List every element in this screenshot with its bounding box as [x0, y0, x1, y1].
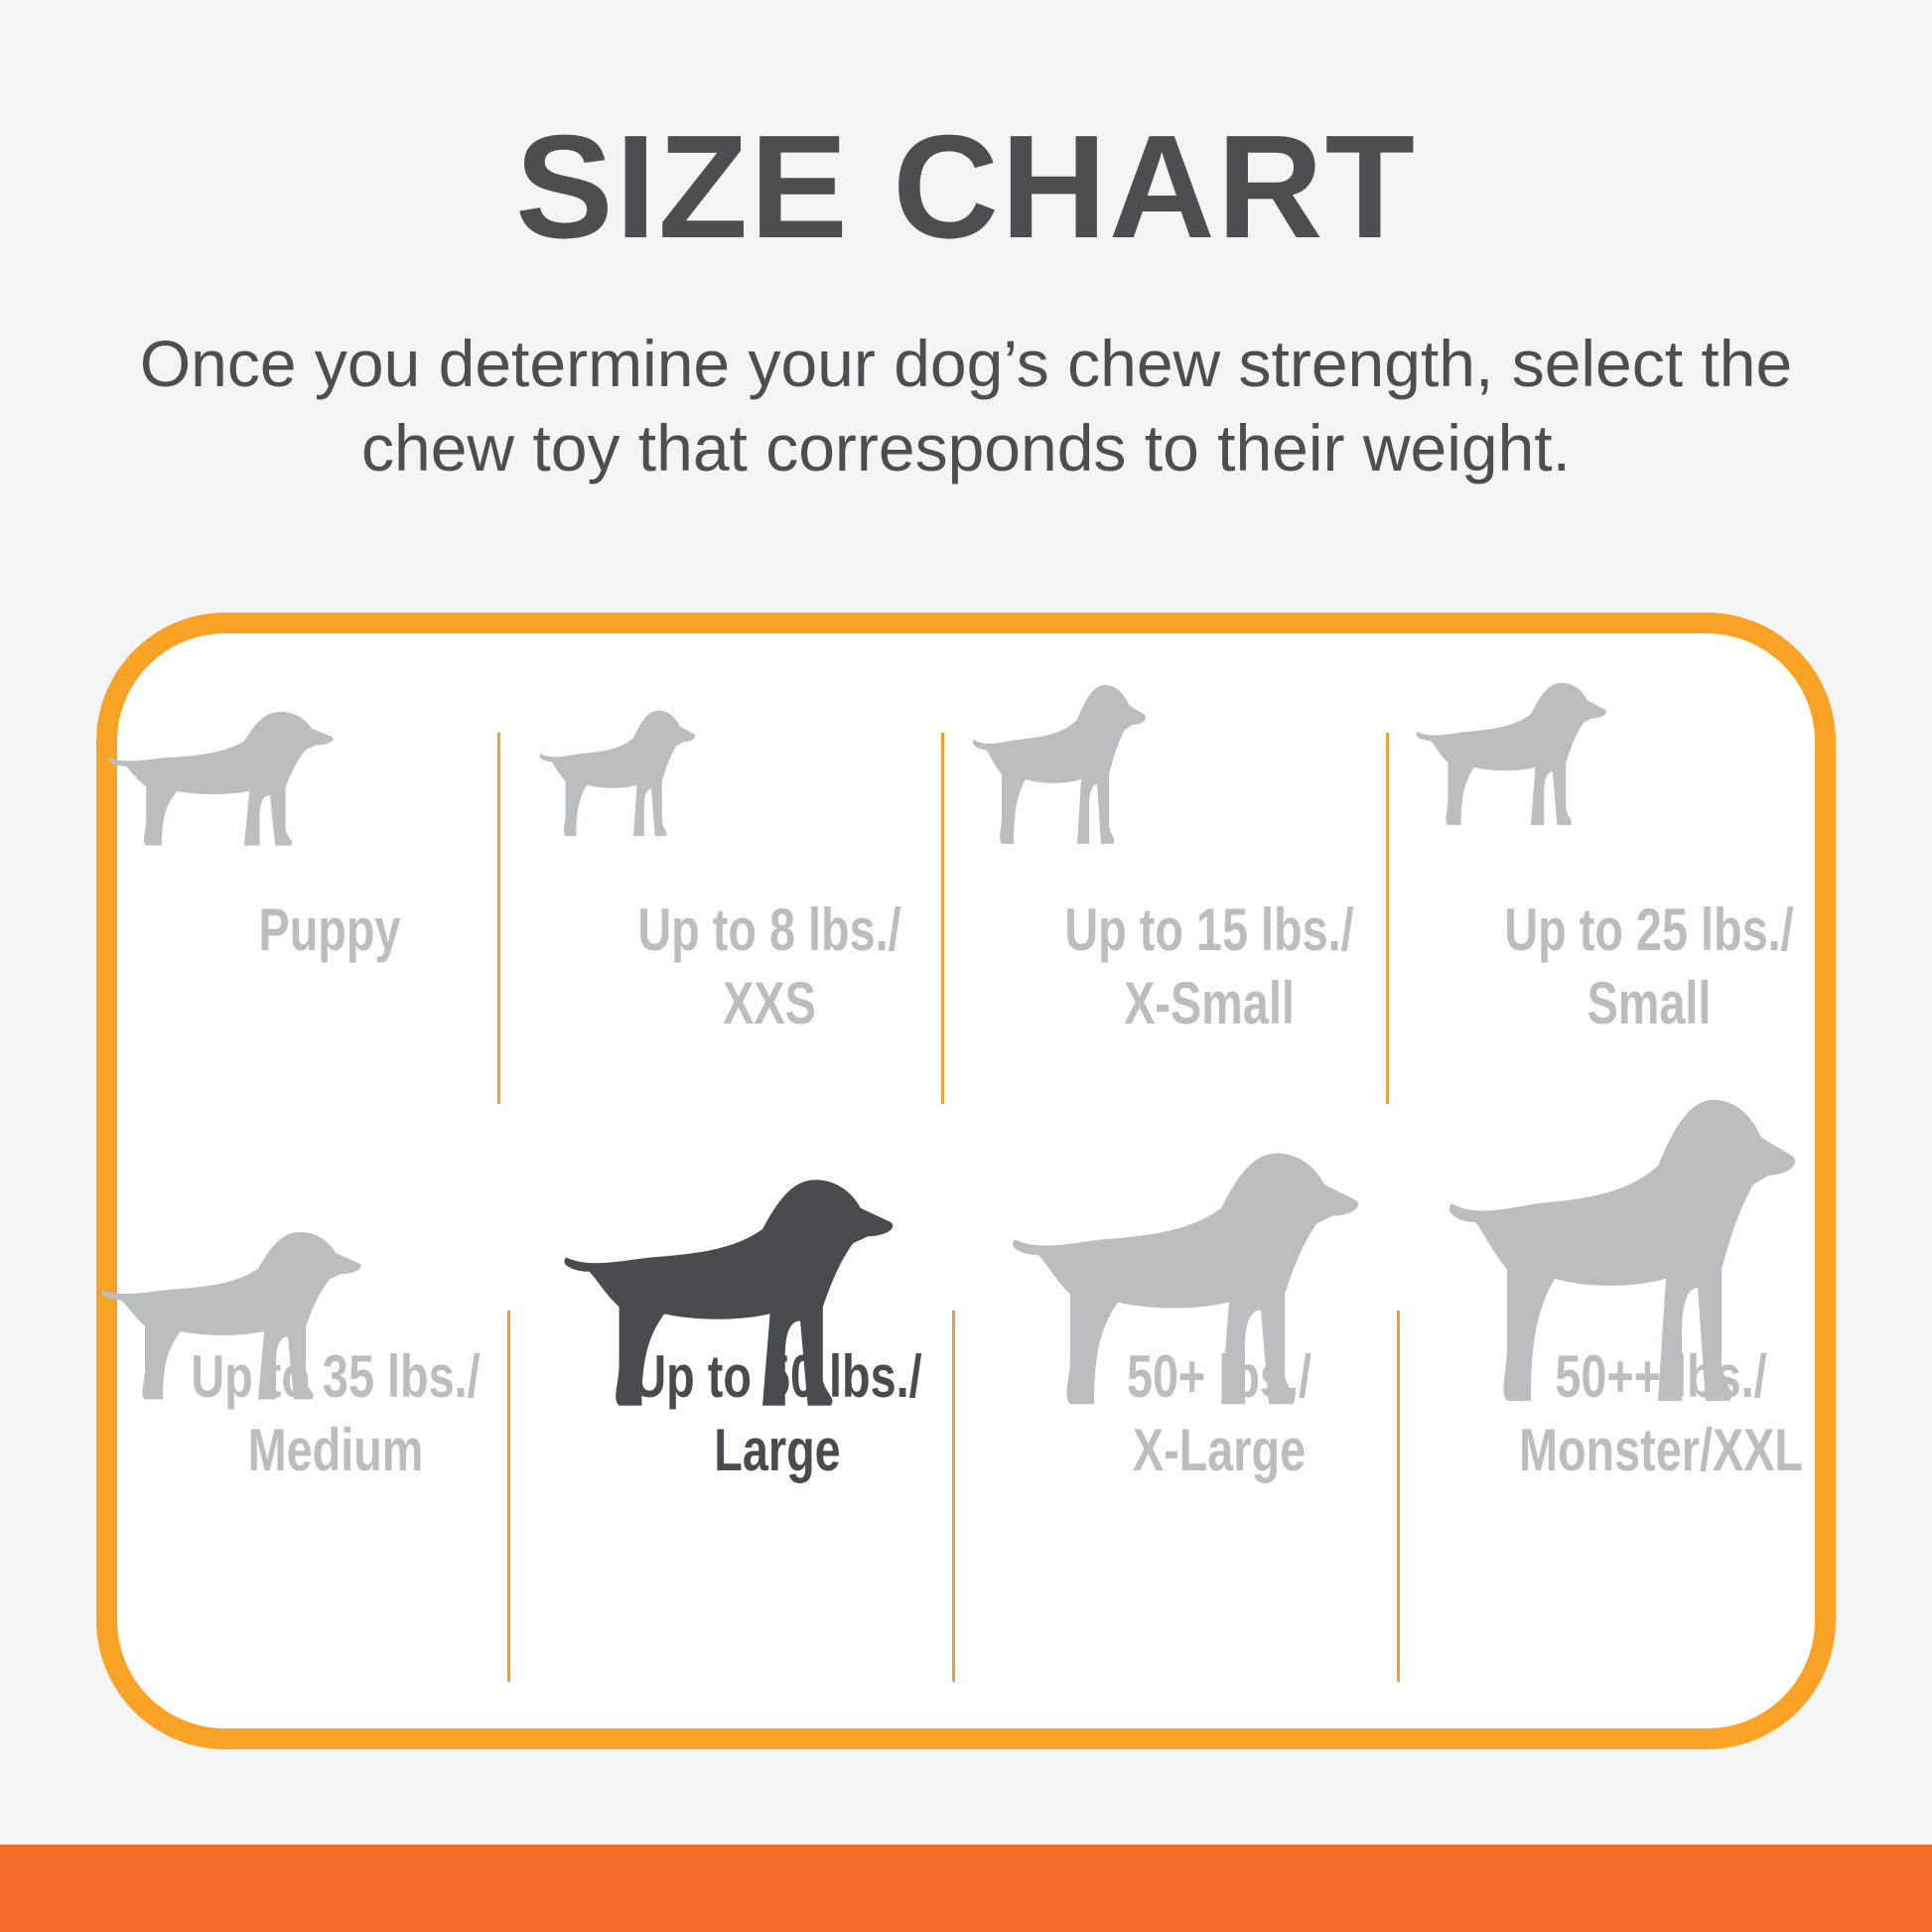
size-label-line-2: Monster/XXL	[1518, 1417, 1804, 1483]
size-label-line-2: X-Small	[1124, 970, 1295, 1036]
size-label-line-2: Medium	[247, 1417, 424, 1483]
puppy-icon	[89, 695, 347, 854]
size-label-3: Up to 25 lbs./ Small	[1431, 894, 1867, 1040]
size-label-line-1: Up to 50 lbs./	[632, 1343, 922, 1410]
divider	[1397, 1311, 1400, 1682]
shepherd-icon	[983, 1122, 1380, 1420]
size-label-4: Up to 35 lbs./ Medium	[117, 1340, 554, 1487]
divider	[507, 1311, 510, 1682]
divider	[497, 733, 500, 1104]
size-label-line-1: Up to 15 lbs./	[1064, 897, 1354, 963]
size-label-line-2: Small	[1587, 970, 1712, 1036]
size-label-0: Puppy	[111, 894, 548, 967]
size-label-7: 50++ lbs./ Monster/XXL	[1443, 1340, 1879, 1487]
size-chart-frame	[96, 613, 1836, 1749]
size-label-line-1: Up to 8 lbs./	[637, 897, 901, 963]
size-label-line-2: XXS	[723, 970, 816, 1036]
terrier-icon	[1400, 665, 1618, 834]
beagle-icon	[79, 1211, 377, 1410]
great-dane-icon	[1420, 1062, 1817, 1420]
size-label-5: Up to 50 lbs./ Large	[559, 1340, 996, 1487]
size-label-line-1: 50++ lbs./	[1555, 1343, 1767, 1410]
size-label-line-2: Large	[714, 1417, 841, 1483]
size-label-2: Up to 15 lbs./ X-Small	[991, 894, 1428, 1040]
size-label-line-1: Up to 35 lbs./	[191, 1343, 481, 1410]
size-label-line-1: 50+ lbs./	[1126, 1343, 1312, 1410]
labrador-icon	[536, 1152, 913, 1420]
size-label-1: Up to 8 lbs./ XXS	[551, 894, 988, 1040]
bottom-bar	[0, 1845, 1932, 1932]
divider	[941, 733, 944, 1104]
size-label-line-1: Up to 25 lbs./	[1504, 897, 1794, 963]
divider	[1386, 733, 1389, 1104]
divider	[952, 1311, 955, 1682]
size-label-line-1: Puppy	[258, 897, 401, 963]
small-dog-icon	[958, 665, 1157, 854]
subtitle-line-1: Once you determine your dog’s chew stren…	[139, 327, 1793, 400]
size-label-line-2: X-Large	[1132, 1417, 1307, 1483]
page-title: SIZE CHART	[515, 105, 1417, 269]
chihuahua-icon	[526, 695, 705, 844]
subtitle-line-2: chew toy that corresponds to their weigh…	[361, 411, 1571, 484]
size-label-6: 50+ lbs./ X-Large	[1001, 1340, 1438, 1487]
